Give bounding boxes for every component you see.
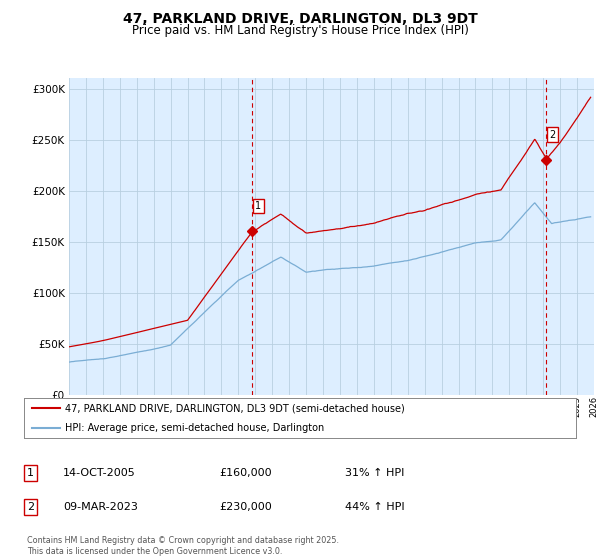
Text: 44% ↑ HPI: 44% ↑ HPI	[345, 502, 404, 512]
Text: 47, PARKLAND DRIVE, DARLINGTON, DL3 9DT: 47, PARKLAND DRIVE, DARLINGTON, DL3 9DT	[122, 12, 478, 26]
Text: 1: 1	[27, 468, 34, 478]
Text: 2: 2	[549, 129, 555, 139]
Text: Contains HM Land Registry data © Crown copyright and database right 2025.
This d: Contains HM Land Registry data © Crown c…	[27, 536, 339, 556]
Text: £160,000: £160,000	[219, 468, 272, 478]
Text: 31% ↑ HPI: 31% ↑ HPI	[345, 468, 404, 478]
Text: Price paid vs. HM Land Registry's House Price Index (HPI): Price paid vs. HM Land Registry's House …	[131, 24, 469, 36]
Text: 1: 1	[255, 201, 261, 211]
Text: 47, PARKLAND DRIVE, DARLINGTON, DL3 9DT (semi-detached house): 47, PARKLAND DRIVE, DARLINGTON, DL3 9DT …	[65, 404, 405, 413]
Text: £230,000: £230,000	[219, 502, 272, 512]
Text: HPI: Average price, semi-detached house, Darlington: HPI: Average price, semi-detached house,…	[65, 423, 325, 433]
Text: 09-MAR-2023: 09-MAR-2023	[63, 502, 138, 512]
Text: 2: 2	[27, 502, 34, 512]
Text: 14-OCT-2005: 14-OCT-2005	[63, 468, 136, 478]
